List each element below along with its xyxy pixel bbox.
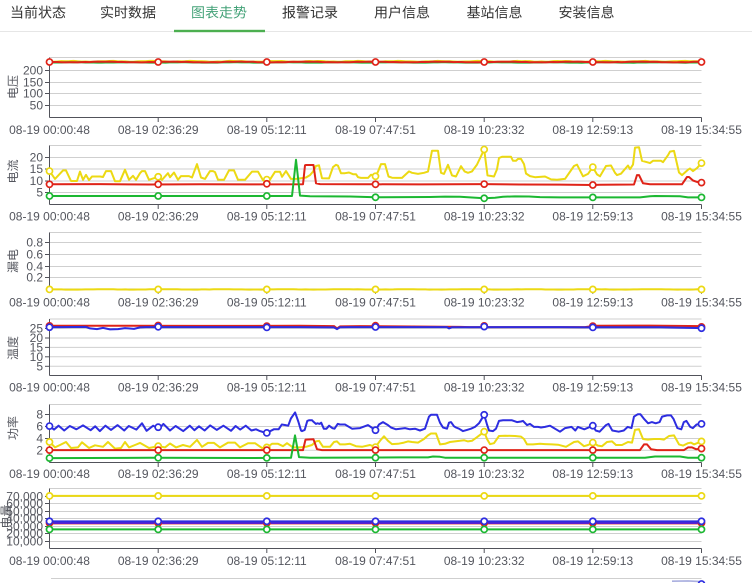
svg-text:08-19 00:00:48: 08-19 00:00:48 — [9, 209, 90, 223]
svg-text:8: 8 — [36, 408, 43, 422]
svg-text:08-19 10:23:32: 08-19 10:23:32 — [444, 554, 525, 568]
svg-text:08-19 05:12:11: 08-19 05:12:11 — [227, 381, 307, 395]
svg-text:08-19 15:34:55: 08-19 15:34:55 — [661, 467, 742, 481]
svg-text:08-19 07:47:51: 08-19 07:47:51 — [335, 209, 416, 223]
svg-text:08-19 15:34:55: 08-19 15:34:55 — [661, 554, 742, 568]
svg-text:30,000: 30,000 — [6, 520, 43, 534]
svg-text:08-19 05:12:11: 08-19 05:12:11 — [227, 554, 307, 568]
svg-text:08-19 00:00:48: 08-19 00:00:48 — [9, 295, 90, 309]
svg-text:08-19 07:47:51: 08-19 07:47:51 — [335, 381, 416, 395]
svg-text:08-19 00:00:48: 08-19 00:00:48 — [9, 467, 90, 481]
svg-text:08-19 07:47:51: 08-19 07:47:51 — [335, 554, 416, 568]
svg-text:5: 5 — [36, 186, 43, 200]
svg-text:15: 15 — [30, 162, 44, 176]
svg-text:08-19 12:59:13: 08-19 12:59:13 — [552, 467, 633, 481]
svg-text:40,000: 40,000 — [6, 512, 43, 526]
svg-text:08-19 15:34:55: 08-19 15:34:55 — [661, 295, 742, 309]
svg-text:2: 2 — [36, 444, 43, 458]
svg-text:08-19 02:36:29: 08-19 02:36:29 — [118, 467, 199, 481]
svg-text:08-19 10:23:32: 08-19 10:23:32 — [444, 381, 525, 395]
svg-text:08-19 12:59:13: 08-19 12:59:13 — [552, 209, 633, 223]
svg-text:08-19 10:23:32: 08-19 10:23:32 — [444, 295, 525, 309]
svg-text:200: 200 — [23, 64, 43, 78]
svg-text:08-19 15:34:55: 08-19 15:34:55 — [661, 381, 742, 395]
svg-text:08-19 00:00:48: 08-19 00:00:48 — [9, 381, 90, 395]
svg-text:70,000: 70,000 — [6, 490, 43, 504]
svg-text:0.4: 0.4 — [26, 260, 43, 274]
svg-text:10: 10 — [30, 174, 44, 188]
svg-text:6: 6 — [36, 420, 43, 434]
svg-text:08-19 07:47:51: 08-19 07:47:51 — [335, 123, 416, 137]
svg-text:08-19 15:34:55: 08-19 15:34:55 — [661, 209, 742, 223]
svg-text:0.8: 0.8 — [26, 236, 43, 250]
svg-text:08-19 10:23:32: 08-19 10:23:32 — [444, 123, 525, 137]
svg-text:50,000: 50,000 — [6, 505, 43, 519]
svg-text:08-19 05:12:11: 08-19 05:12:11 — [227, 467, 307, 481]
svg-text:10: 10 — [30, 350, 44, 364]
svg-text:08-19 15:34:55: 08-19 15:34:55 — [661, 123, 742, 137]
svg-text:08-19 12:59:13: 08-19 12:59:13 — [552, 554, 633, 568]
svg-text:10,000: 10,000 — [6, 535, 43, 549]
svg-text:08-19 12:59:13: 08-19 12:59:13 — [552, 295, 633, 309]
svg-text:15: 15 — [30, 341, 44, 355]
svg-text:08-19 10:23:32: 08-19 10:23:32 — [444, 467, 525, 481]
svg-text:100: 100 — [23, 87, 43, 101]
svg-text:08-19 02:36:29: 08-19 02:36:29 — [118, 295, 199, 309]
svg-text:60,000: 60,000 — [6, 497, 43, 511]
svg-text:08-19 00:00:48: 08-19 00:00:48 — [9, 123, 90, 137]
svg-text:08-19 12:59:13: 08-19 12:59:13 — [552, 123, 633, 137]
svg-text:08-19 10:23:32: 08-19 10:23:32 — [444, 209, 525, 223]
svg-text:25: 25 — [30, 322, 44, 336]
svg-text:08-19 05:12:11: 08-19 05:12:11 — [227, 123, 307, 137]
svg-text:08-19 02:36:29: 08-19 02:36:29 — [118, 381, 199, 395]
svg-text:08-19 12:59:13: 08-19 12:59:13 — [552, 381, 633, 395]
svg-text:50: 50 — [30, 99, 44, 113]
svg-text:08-19 07:47:51: 08-19 07:47:51 — [335, 467, 416, 481]
svg-text:08-19 02:36:29: 08-19 02:36:29 — [118, 209, 199, 223]
svg-text:08-19 05:12:11: 08-19 05:12:11 — [227, 209, 307, 223]
svg-text:20,000: 20,000 — [6, 527, 43, 541]
svg-text:08-19 00:00:48: 08-19 00:00:48 — [9, 554, 90, 568]
svg-text:20: 20 — [30, 151, 44, 165]
svg-text:0.2: 0.2 — [26, 271, 43, 285]
svg-text:08-19 07:47:51: 08-19 07:47:51 — [335, 295, 416, 309]
svg-text:0.6: 0.6 — [26, 248, 43, 262]
svg-text:4: 4 — [36, 432, 43, 446]
svg-text:08-19 02:36:29: 08-19 02:36:29 — [118, 123, 199, 137]
svg-text:20: 20 — [30, 331, 44, 345]
svg-text:08-19 02:36:29: 08-19 02:36:29 — [118, 554, 199, 568]
svg-text:5: 5 — [36, 360, 43, 374]
svg-text:08-19 05:12:11: 08-19 05:12:11 — [227, 295, 307, 309]
svg-text:150: 150 — [23, 76, 43, 90]
